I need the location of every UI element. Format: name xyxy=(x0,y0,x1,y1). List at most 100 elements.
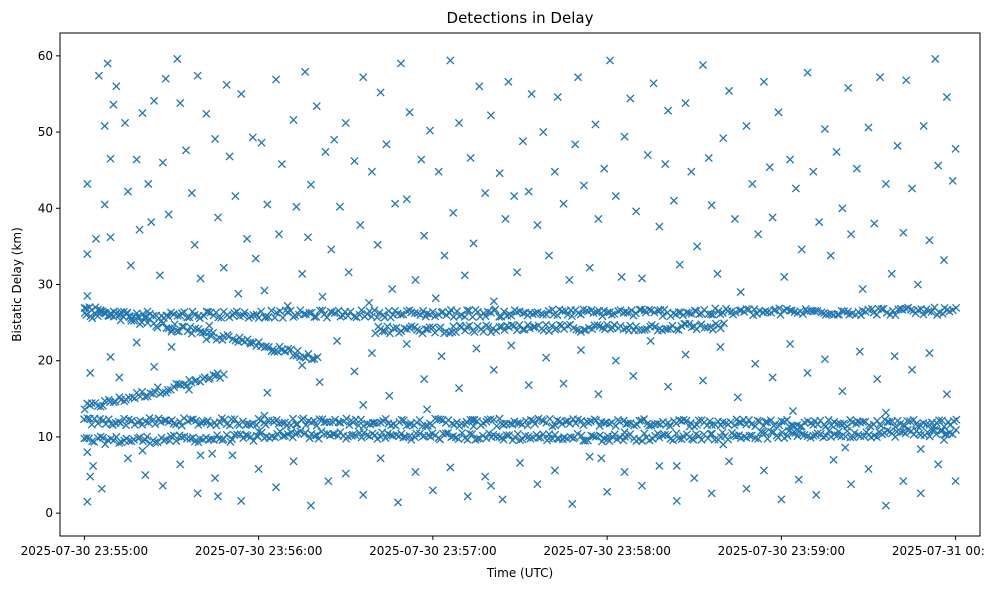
data-point-x-marker xyxy=(436,415,445,424)
data-point-x-marker xyxy=(698,60,708,70)
data-point-x-marker xyxy=(324,477,333,486)
data-point-x-marker xyxy=(310,432,319,441)
data-point-x-marker xyxy=(462,322,471,331)
data-point-x-marker xyxy=(703,323,712,332)
data-point-x-marker xyxy=(310,312,319,322)
data-point-x-marker xyxy=(370,306,379,315)
data-point-x-marker xyxy=(845,310,854,319)
data-point-x-marker xyxy=(664,106,673,115)
data-point-x-marker xyxy=(211,134,220,143)
data-point-x-marker xyxy=(364,298,374,307)
data-point-x-marker xyxy=(367,167,376,176)
data-point-x-marker xyxy=(640,415,649,424)
data-point-x-marker xyxy=(495,322,504,331)
data-point-x-marker xyxy=(924,307,933,316)
data-point-x-marker xyxy=(141,470,150,480)
data-point-x-marker xyxy=(635,416,644,425)
data-point-x-marker xyxy=(934,161,943,170)
data-point-x-marker xyxy=(397,415,406,424)
data-point-x-marker xyxy=(106,352,115,361)
data-point-x-marker xyxy=(470,328,479,337)
data-point-x-marker xyxy=(603,308,612,317)
data-point-x-marker xyxy=(454,118,464,127)
data-point-x-marker xyxy=(246,311,255,321)
data-point-x-marker xyxy=(237,89,246,99)
data-point-x-marker xyxy=(881,179,890,188)
data-point-x-marker xyxy=(270,313,279,322)
data-point-x-marker xyxy=(397,429,406,438)
data-point-x-marker xyxy=(834,310,843,319)
data-point-x-marker xyxy=(289,457,298,466)
data-point-x-marker xyxy=(826,251,835,260)
data-point-x-marker xyxy=(708,325,718,334)
data-point-x-marker xyxy=(164,312,173,321)
data-point-x-marker xyxy=(187,329,196,338)
data-point-x-marker xyxy=(327,245,336,254)
data-point-x-marker xyxy=(312,102,321,111)
data-point-x-marker xyxy=(951,144,960,153)
data-point-x-marker xyxy=(330,309,339,318)
data-point-x-marker xyxy=(506,419,515,428)
data-point-x-marker xyxy=(234,289,243,298)
data-point-x-marker xyxy=(626,419,635,428)
data-point-x-marker xyxy=(731,308,740,317)
data-point-x-marker xyxy=(619,416,628,425)
data-point-x-marker xyxy=(483,415,492,424)
data-point-x-marker xyxy=(173,311,182,320)
data-point-x-marker xyxy=(472,344,481,353)
data-point-x-marker xyxy=(877,304,886,314)
data-point-x-marker xyxy=(627,306,636,315)
data-point-x-marker xyxy=(693,242,702,251)
data-point-x-marker xyxy=(938,426,947,435)
data-point-x-marker xyxy=(172,436,181,446)
data-point-x-marker xyxy=(228,451,237,460)
data-point-x-marker xyxy=(611,356,620,365)
data-point-x-marker xyxy=(330,135,339,144)
data-point-x-marker xyxy=(158,481,167,490)
data-point-x-marker xyxy=(825,426,834,435)
data-point-x-marker xyxy=(413,325,422,334)
data-point-x-marker xyxy=(498,495,507,504)
data-point-x-marker xyxy=(289,115,298,124)
data-point-x-marker xyxy=(797,245,806,254)
data-point-x-marker xyxy=(523,421,532,430)
data-point-x-marker xyxy=(952,303,961,312)
data-point-x-marker xyxy=(466,153,475,163)
data-point-x-marker xyxy=(178,322,187,331)
data-point-x-marker xyxy=(186,434,195,443)
data-point-x-marker xyxy=(225,152,234,161)
data-point-x-marker xyxy=(230,415,239,424)
data-point-x-marker xyxy=(751,359,760,368)
data-point-x-marker xyxy=(841,443,850,452)
data-point-x-marker xyxy=(186,322,195,331)
data-point-x-marker xyxy=(637,481,647,490)
data-point-x-marker xyxy=(860,432,869,441)
data-point-x-marker xyxy=(936,426,945,435)
data-point-x-marker xyxy=(481,188,490,198)
data-point-x-marker xyxy=(607,310,616,319)
data-point-x-marker xyxy=(219,263,228,272)
data-point-x-marker xyxy=(272,75,281,84)
data-point-x-marker xyxy=(249,311,258,320)
x-axis: 2025-07-30 23:55:00 2025-07-30 23:56:00 20… xyxy=(21,536,984,558)
data-point-x-marker xyxy=(351,431,360,440)
data-point-x-marker xyxy=(318,292,327,301)
data-point-x-marker xyxy=(399,416,408,425)
data-point-x-marker xyxy=(237,496,246,506)
data-point-x-marker xyxy=(104,415,113,424)
x-tick-label: 2025-07-30 23:57:00 xyxy=(369,544,496,558)
data-point-x-marker xyxy=(899,477,908,486)
data-point-x-marker xyxy=(325,418,334,427)
data-point-x-marker xyxy=(243,335,252,344)
data-point-x-marker xyxy=(328,429,338,439)
data-point-x-marker xyxy=(778,428,787,437)
data-point-x-marker xyxy=(765,163,774,172)
data-point-x-marker xyxy=(141,392,150,401)
data-point-x-marker xyxy=(500,307,509,316)
data-point-x-marker xyxy=(208,449,217,458)
data-point-x-marker xyxy=(938,309,947,318)
data-point-x-marker xyxy=(530,419,540,428)
data-point-x-marker xyxy=(385,329,394,338)
data-point-x-marker xyxy=(161,74,170,83)
data-point-x-marker xyxy=(292,202,301,211)
